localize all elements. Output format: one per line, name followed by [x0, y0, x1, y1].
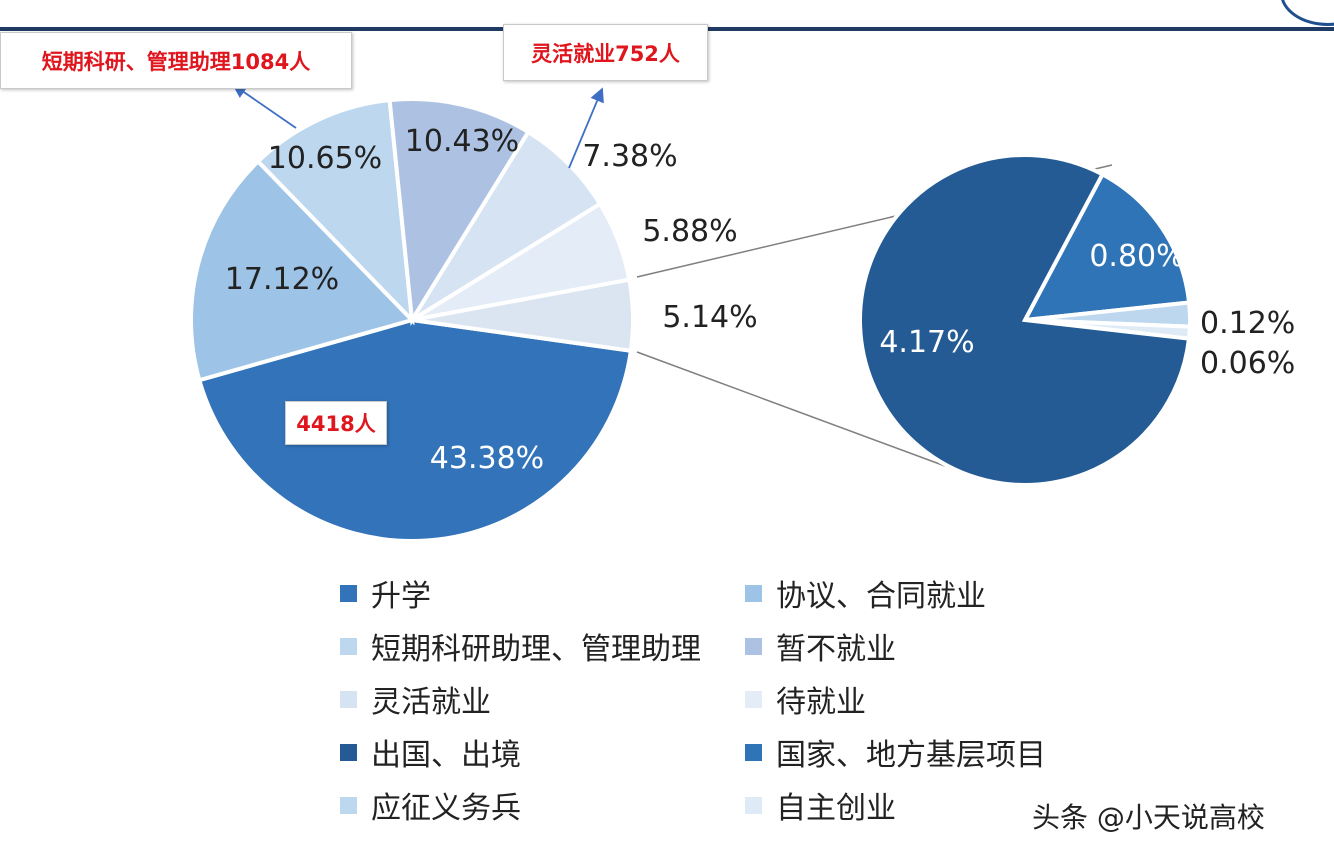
legend-swatch: [745, 796, 762, 814]
legend-swatch: [745, 690, 762, 708]
secondary-pie-data-label: 0.12%: [1200, 306, 1295, 341]
callout-arrow: [232, 83, 297, 129]
legend-swatch: [340, 690, 357, 708]
legend-swatch: [340, 743, 357, 761]
legend-label: 短期科研助理、管理助理: [371, 632, 701, 667]
connector-line-bottom: [636, 351, 946, 467]
legend-label: 出国、出境: [371, 738, 521, 773]
legend-item: 协议、合同就业: [745, 575, 1100, 614]
callout-flexible: 灵活就业752人: [503, 24, 708, 81]
watermark: 头条 @小天说高校: [1032, 801, 1265, 834]
callout-further-study: 4418人: [285, 401, 387, 445]
main-pie-slice: [189, 158, 416, 383]
legend-swatch: [745, 743, 762, 761]
legend-swatch: [340, 584, 357, 602]
secondary-pie-slice: [1021, 171, 1192, 323]
legend-swatch: [340, 637, 357, 655]
callout-research-assistant: 短期科研、管理助理1084人: [0, 32, 352, 89]
main-pie-data-label: 10.65%: [268, 141, 382, 176]
legend-label: 协议、合同就业: [776, 579, 986, 614]
legend-label: 灵活就业: [371, 685, 491, 720]
main-pie-data-label: 17.12%: [225, 262, 339, 297]
legend-item: 应征义务兵: [340, 787, 745, 826]
callout-arrow: [568, 87, 604, 169]
legend-item: 出国、出境: [340, 734, 745, 773]
legend-swatch: [745, 637, 762, 655]
secondary-pie-data-label: 0.80%: [1089, 239, 1184, 274]
legend-label: 应征义务兵: [371, 791, 521, 826]
legend-label: 待就业: [776, 685, 866, 720]
legend-item: 灵活就业: [340, 681, 745, 720]
legend-item: 暂不就业: [745, 628, 1100, 667]
secondary-pie-slice: [858, 153, 1192, 487]
main-pie-data-label: 7.38%: [582, 139, 677, 174]
legend-swatch: [745, 584, 762, 602]
main-pie-data-label: 5.14%: [662, 300, 757, 335]
legend-label: 升学: [371, 579, 431, 614]
main-pie-data-label: 10.43%: [405, 124, 519, 159]
legend-item: 自主创业: [745, 787, 1100, 826]
legend-label: 暂不就业: [776, 632, 896, 667]
legend-item: 升学: [340, 575, 745, 614]
legend-item: 短期科研助理、管理助理: [340, 628, 745, 667]
legend-label: 国家、地方基层项目: [776, 738, 1046, 773]
secondary-pie-data-label: 4.17%: [879, 325, 974, 360]
legend-swatch: [340, 796, 357, 814]
legend-label: 自主创业: [776, 791, 896, 826]
main-pie-slice: [255, 97, 415, 326]
main-pie-slice: [387, 97, 532, 327]
secondary-pie-data-label: 0.06%: [1200, 346, 1295, 381]
legend-item: 国家、地方基层项目: [745, 734, 1100, 773]
main-pie-data-label: 43.38%: [430, 441, 544, 476]
legend-item: 待就业: [745, 681, 1100, 720]
main-pie-data-label: 5.88%: [642, 214, 737, 249]
main-pie-slice: [196, 317, 634, 543]
legend: 升学 协议、合同就业短期科研助理、管理助理 暂不就业灵活就业 待就业出国、出境 国家、地…: [340, 575, 1100, 826]
main-pie-slice: [411, 277, 635, 354]
